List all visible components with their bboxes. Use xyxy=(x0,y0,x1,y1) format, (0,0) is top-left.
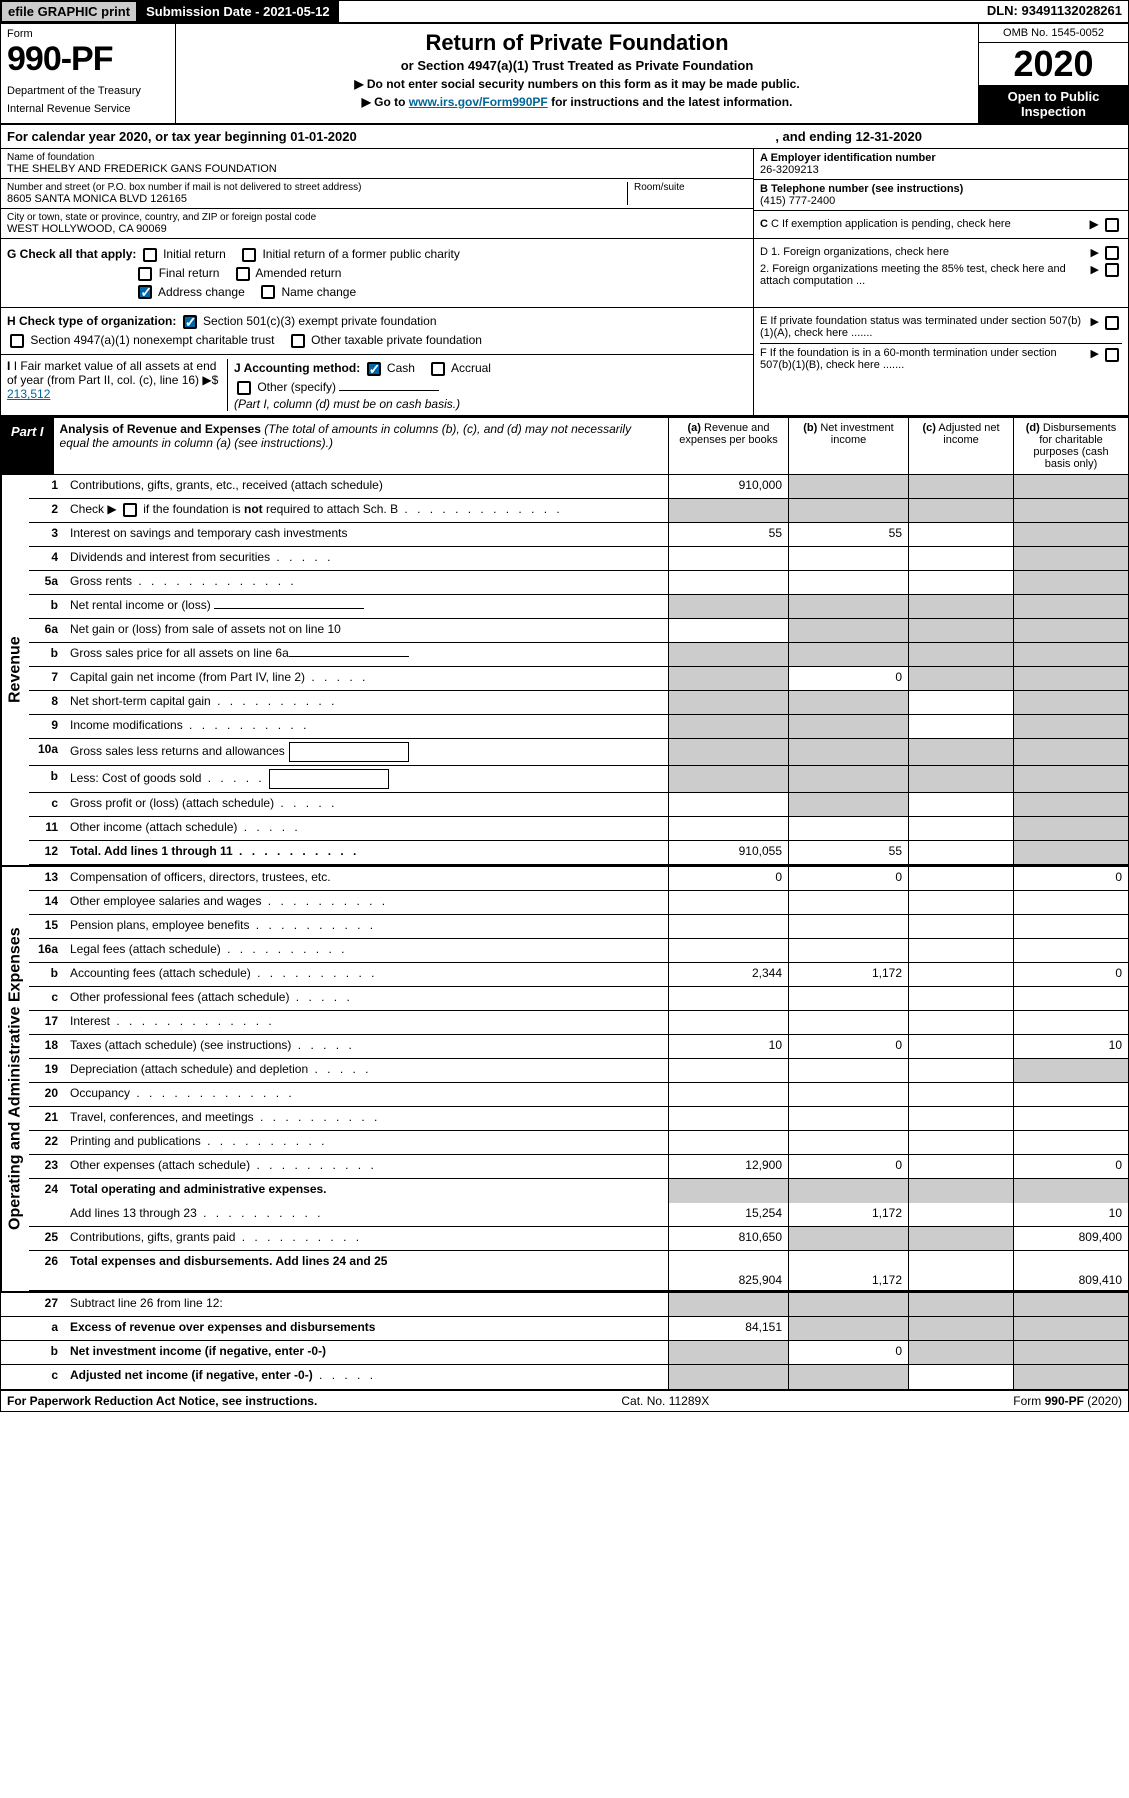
revenue-side-label: Revenue xyxy=(1,475,29,865)
d2-label: 2. Foreign organizations meeting the 85%… xyxy=(760,263,1090,287)
phone-value: (415) 777-2400 xyxy=(760,195,1122,207)
section-h-i-j: H Check type of organization: Section 50… xyxy=(1,308,1128,415)
calendar-year-row: For calendar year 2020, or tax year begi… xyxy=(1,125,1128,149)
501c3-checkbox[interactable] xyxy=(183,315,197,329)
expenses-side-label: Operating and Administrative Expenses xyxy=(1,867,29,1291)
other-taxable-checkbox[interactable] xyxy=(291,334,305,348)
city-label: City or town, state or province, country… xyxy=(7,212,747,223)
topbar: efile GRAPHIC print Submission Date - 20… xyxy=(1,1,1128,24)
foundation-name: THE SHELBY AND FREDERICK GANS FOUNDATION xyxy=(7,163,747,175)
part-1-label: Part I xyxy=(1,418,54,474)
form-container: efile GRAPHIC print Submission Date - 20… xyxy=(0,0,1129,1412)
open-to-public: Open to Public Inspection xyxy=(979,85,1128,123)
form-title: Return of Private Foundation xyxy=(182,30,972,56)
name-change-checkbox[interactable] xyxy=(261,285,275,299)
part-1-title: Analysis of Revenue and Expenses xyxy=(60,422,261,436)
l1-a: 910,000 xyxy=(668,475,788,498)
d1-label: D 1. Foreign organizations, check here xyxy=(760,246,949,260)
l7-b: 0 xyxy=(788,667,908,690)
dept-treasury: Department of the Treasury xyxy=(7,85,169,97)
irs-link[interactable]: www.irs.gov/Form990PF xyxy=(409,95,548,109)
part-1-header: Part I Analysis of Revenue and Expenses … xyxy=(1,416,1128,475)
section-g-d: G Check all that apply: Initial return I… xyxy=(1,239,1128,308)
e-checkbox[interactable] xyxy=(1105,316,1119,330)
omb-number: OMB No. 1545-0052 xyxy=(979,24,1128,43)
d1-checkbox[interactable] xyxy=(1105,246,1119,260)
e-label: E If private foundation status was termi… xyxy=(760,315,1090,339)
ssn-warning: ▶ Do not enter social security numbers o… xyxy=(182,77,972,91)
efile-label: efile GRAPHIC print xyxy=(8,4,130,19)
l12-b: 55 xyxy=(788,841,908,864)
foundation-city: WEST HOLLYWOOD, CA 90069 xyxy=(7,223,747,235)
footer: For Paperwork Reduction Act Notice, see … xyxy=(1,1389,1128,1411)
revenue-section: Revenue 1Contributions, gifts, grants, e… xyxy=(1,475,1128,865)
ein-value: 26-3209213 xyxy=(760,164,1122,176)
c-pending-label: C If exemption application is pending, c… xyxy=(771,218,1011,230)
initial-return-checkbox[interactable] xyxy=(143,248,157,262)
d2-checkbox[interactable] xyxy=(1105,263,1119,277)
room-label: Room/suite xyxy=(634,182,747,193)
address-change-checkbox[interactable] xyxy=(138,285,152,299)
f-label: F If the foundation is in a 60-month ter… xyxy=(760,347,1090,371)
cat-number: Cat. No. 11289X xyxy=(621,1394,709,1408)
g-label: G Check all that apply: xyxy=(7,247,136,261)
other-method-checkbox[interactable] xyxy=(237,381,251,395)
amended-checkbox[interactable] xyxy=(236,267,250,281)
phone-label: B Telephone number (see instructions) xyxy=(760,183,1122,195)
l3-a: 55 xyxy=(668,523,788,546)
h-label: H Check type of organization: xyxy=(7,314,176,328)
goto-note: ▶ Go to www.irs.gov/Form990PF for instru… xyxy=(182,95,972,109)
c-checkbox[interactable] xyxy=(1105,218,1119,232)
i-fmv-label: I Fair market value of all assets at end… xyxy=(7,359,216,387)
l3-b: 55 xyxy=(788,523,908,546)
l12-a: 910,055 xyxy=(668,841,788,864)
j-label: J Accounting method: xyxy=(234,361,360,375)
form-number: 990-PF xyxy=(7,40,169,79)
dln: DLN: 93491132028261 xyxy=(981,1,1128,22)
form-ref: Form 990-PF (2020) xyxy=(1013,1394,1122,1408)
name-label: Name of foundation xyxy=(7,152,747,163)
expenses-section: Operating and Administrative Expenses 13… xyxy=(1,865,1128,1291)
foundation-address: 8605 SANTA MONICA BLVD 126165 xyxy=(7,193,627,205)
initial-former-checkbox[interactable] xyxy=(242,248,256,262)
form-subtitle: or Section 4947(a)(1) Trust Treated as P… xyxy=(182,58,972,73)
irs-label: Internal Revenue Service xyxy=(7,103,169,115)
foundation-info: Name of foundation THE SHELBY AND FREDER… xyxy=(1,149,1128,239)
accrual-checkbox[interactable] xyxy=(431,362,445,376)
form-label: Form xyxy=(7,28,169,40)
l2-checkbox[interactable] xyxy=(123,503,137,517)
addr-label: Number and street (or P.O. box number if… xyxy=(7,182,627,193)
final-return-checkbox[interactable] xyxy=(138,267,152,281)
fmv-value[interactable]: 213,512 xyxy=(7,387,50,401)
line-27-section: 27Subtract line 26 from line 12: aExcess… xyxy=(1,1291,1128,1389)
j-note: (Part I, column (d) must be on cash basi… xyxy=(234,397,460,411)
f-checkbox[interactable] xyxy=(1105,348,1119,362)
efile-graphic-print-button[interactable]: efile GRAPHIC print xyxy=(1,1,137,22)
tax-year: 2020 xyxy=(979,43,1128,85)
submission-date: Submission Date - 2021-05-12 xyxy=(137,1,339,22)
paperwork-notice: For Paperwork Reduction Act Notice, see … xyxy=(7,1394,317,1408)
ein-label: A Employer identification number xyxy=(760,152,1122,164)
4947-checkbox[interactable] xyxy=(10,334,24,348)
cash-checkbox[interactable] xyxy=(367,362,381,376)
form-header: Form 990-PF Department of the Treasury I… xyxy=(1,24,1128,125)
